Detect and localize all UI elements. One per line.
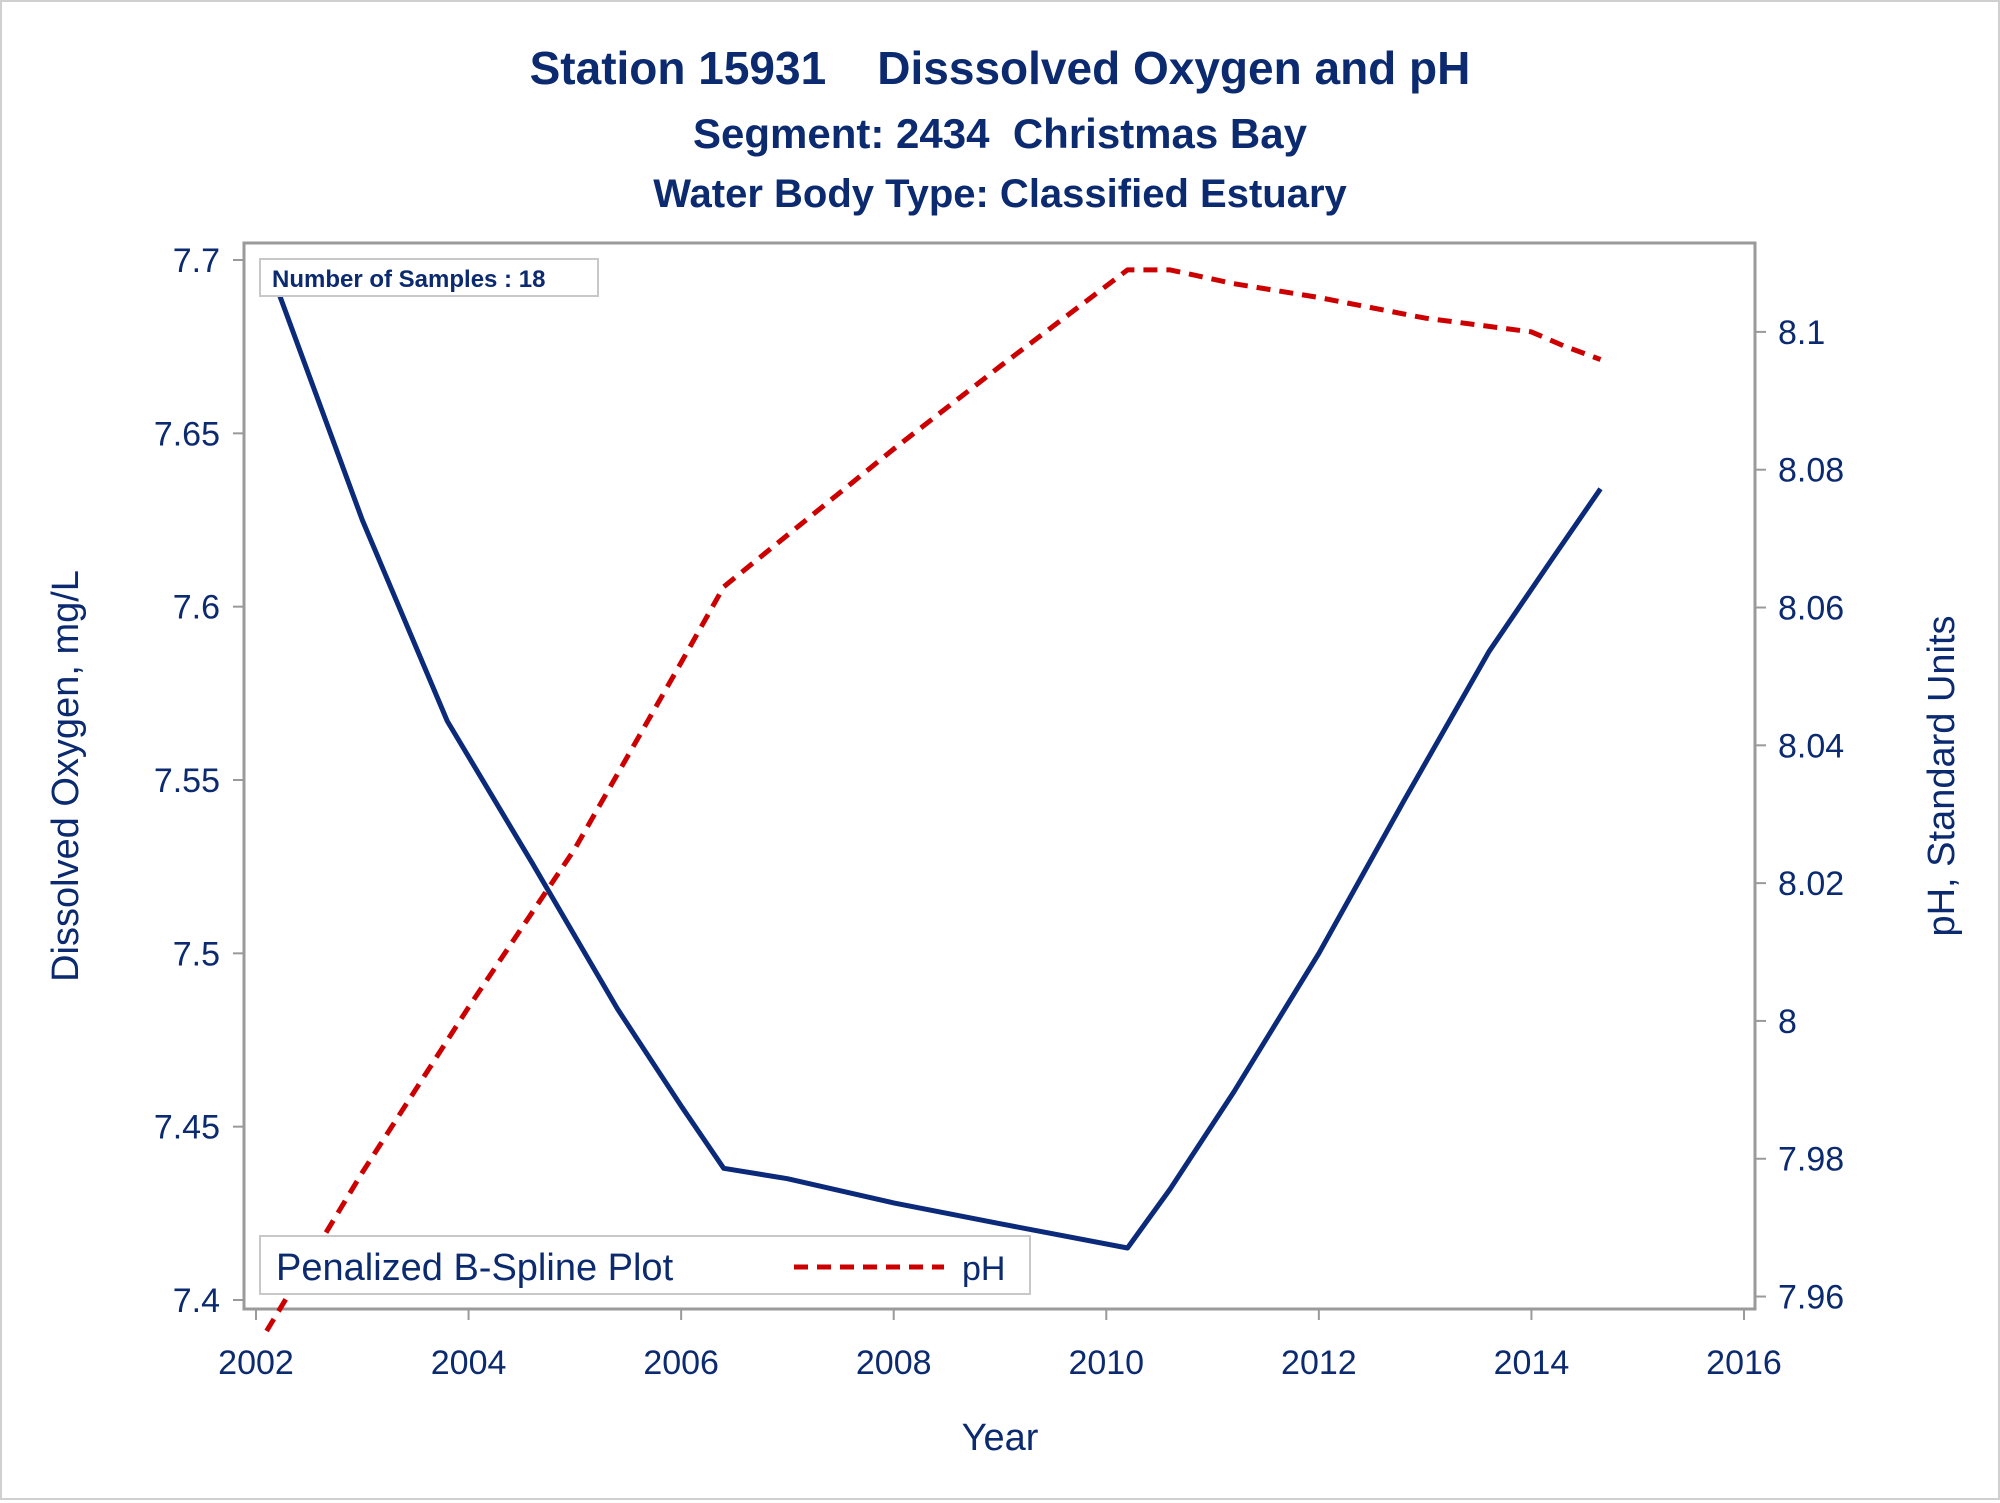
x-axis-ticks: 2002 2004 2006 2008 2010 2012 2014 2016 [218, 1309, 1782, 1382]
legend-entry-ph: pH [962, 1250, 1005, 1288]
y-tick-label: 7.55 [154, 762, 220, 800]
y2-tick-label: 8.02 [1778, 865, 1844, 903]
y2-tick-label: 8.06 [1778, 590, 1844, 628]
y2-tick-label: 7.98 [1778, 1141, 1844, 1179]
y2-tick-label: 8.08 [1778, 452, 1844, 490]
x-tick-label: 2008 [856, 1344, 932, 1382]
y-axis-ticks: 7.4 7.45 7.5 7.55 7.6 7.65 7.7 [154, 242, 244, 1320]
x-tick-label: 2014 [1494, 1344, 1570, 1382]
y-tick-label: 7.45 [154, 1109, 220, 1147]
x-tick-label: 2002 [218, 1344, 294, 1382]
y-tick-label: 7.6 [173, 589, 220, 627]
y-tick-label: 7.4 [173, 1282, 220, 1320]
chart-subtitle: Segment: 2434 Christmas Bay [693, 110, 1308, 157]
y2-tick-label: 8.04 [1778, 727, 1844, 765]
x-tick-label: 2006 [643, 1344, 719, 1382]
legend-title: Penalized B-Spline Plot [276, 1247, 674, 1289]
x-axis-label: Year [962, 1417, 1039, 1459]
plot-area-border [242, 241, 1757, 1311]
legend: Penalized B-Spline Plot pH [259, 1235, 1031, 1295]
x-tick-label: 2010 [1068, 1344, 1144, 1382]
series-layer [264, 259, 1603, 1333]
x-tick-label: 2016 [1706, 1344, 1782, 1382]
y2-axis-ticks: 7.96 7.98 8 8.02 8.04 8.06 8.08 8.1 [1755, 314, 1844, 1317]
chart-title: Station 15931 Disssolved Oxygen and pH [530, 42, 1471, 94]
ph-series-line [264, 267, 1602, 1333]
sample-count-box: Number of Samples : 18 [259, 258, 599, 297]
y2-tick-label: 8.1 [1778, 314, 1825, 352]
dissolved-oxygen-series-line [264, 259, 1603, 1251]
chart-subtitle-2: Water Body Type: Classified Estuary [653, 172, 1347, 216]
y2-tick-label: 8 [1778, 1003, 1797, 1041]
y-tick-label: 7.7 [173, 242, 220, 280]
y-tick-label: 7.65 [154, 415, 220, 453]
x-tick-label: 2012 [1281, 1344, 1357, 1382]
legend-box [259, 1235, 1031, 1295]
x-tick-label: 2004 [431, 1344, 507, 1382]
sample-count-text: Number of Samples : 18 [272, 266, 545, 293]
y2-axis-label: pH, Standard Units [1921, 615, 1963, 936]
y-tick-label: 7.5 [173, 935, 220, 973]
y-axis-label: Dissolved Oxygen, mg/L [45, 570, 87, 982]
y2-tick-label: 7.96 [1778, 1279, 1844, 1317]
